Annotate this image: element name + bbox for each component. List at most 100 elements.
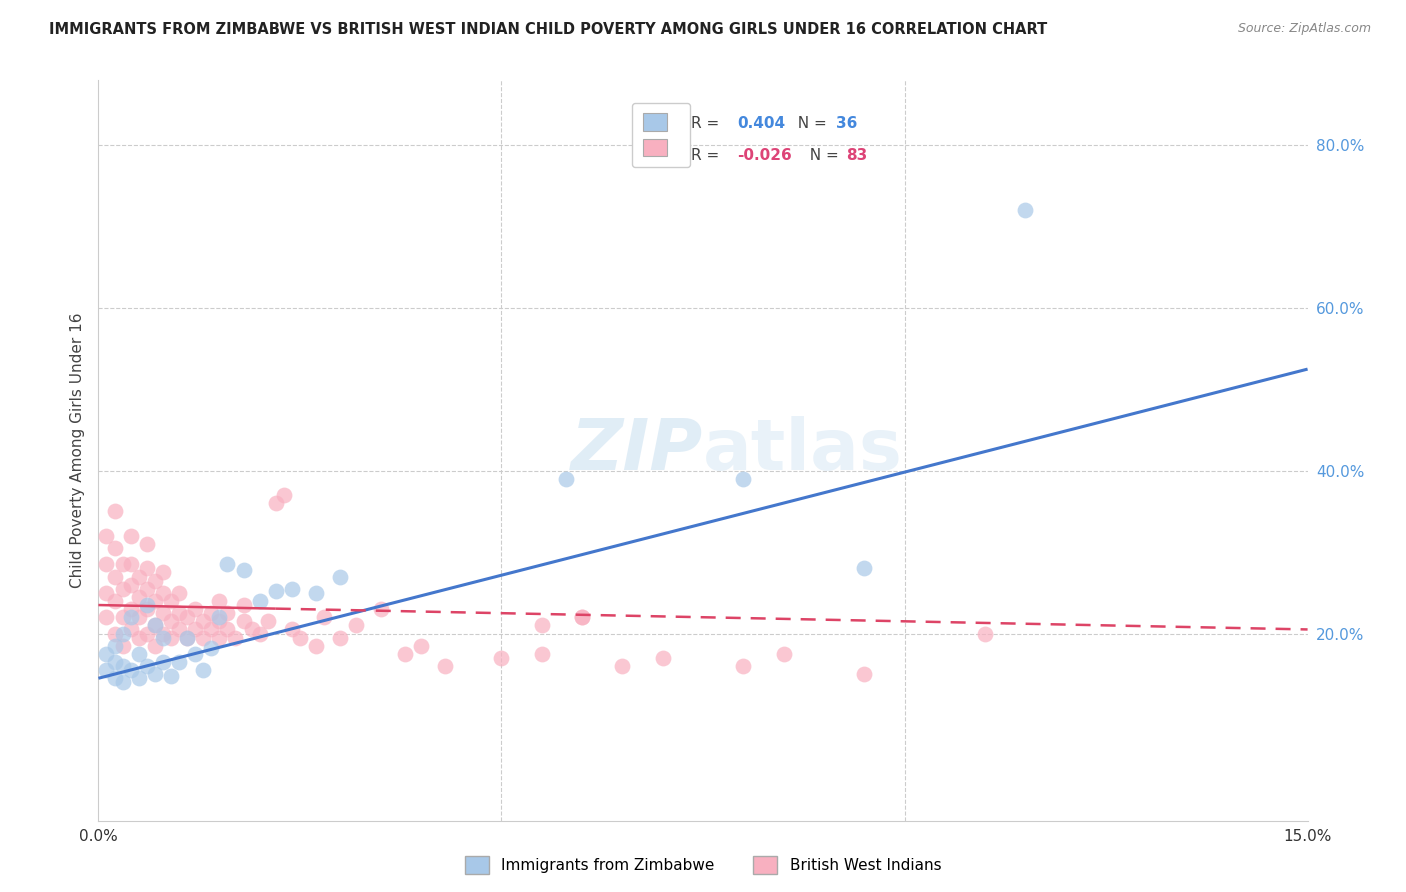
Point	[103, 594, 125, 608]
Point	[128, 631, 150, 645]
Point	[152, 655, 174, 669]
Point	[256, 615, 278, 629]
Point	[135, 561, 157, 575]
Text: N =: N =	[787, 116, 831, 131]
Point	[160, 615, 183, 629]
Point	[103, 541, 125, 555]
Point	[143, 639, 166, 653]
Point	[167, 606, 190, 620]
Point	[176, 631, 198, 645]
Point	[184, 623, 207, 637]
Point	[96, 529, 118, 543]
Point	[733, 472, 755, 486]
Point	[571, 610, 593, 624]
Point	[96, 647, 118, 661]
Point	[281, 623, 304, 637]
Point	[224, 631, 246, 645]
Text: R =: R =	[690, 116, 724, 131]
Point	[143, 667, 166, 681]
Point	[120, 602, 142, 616]
Point	[288, 631, 311, 645]
Point	[249, 594, 271, 608]
Point	[273, 488, 295, 502]
Point	[143, 574, 166, 588]
Point	[1014, 203, 1036, 218]
Point	[120, 610, 142, 624]
Point	[240, 623, 263, 637]
Point	[103, 671, 125, 685]
Point	[200, 606, 222, 620]
Point	[530, 647, 553, 661]
Point	[167, 586, 190, 600]
Point	[111, 610, 134, 624]
Point	[200, 623, 222, 637]
Point	[264, 496, 287, 510]
Point	[120, 558, 142, 572]
Point	[167, 655, 190, 669]
Point	[111, 675, 134, 690]
Point	[853, 561, 876, 575]
Text: -0.026: -0.026	[737, 148, 792, 163]
Point	[232, 563, 254, 577]
Point	[111, 659, 134, 673]
Point	[200, 641, 222, 656]
Point	[571, 610, 593, 624]
Point	[152, 631, 174, 645]
Point	[394, 647, 416, 661]
Point	[120, 529, 142, 543]
Point	[409, 639, 432, 653]
Point	[135, 537, 157, 551]
Point	[217, 623, 239, 637]
Point	[135, 626, 157, 640]
Point	[193, 615, 215, 629]
Legend: , : ,	[633, 103, 690, 167]
Point	[135, 582, 157, 596]
Point	[733, 659, 755, 673]
Point	[232, 615, 254, 629]
Point	[143, 618, 166, 632]
Point	[167, 623, 190, 637]
Text: R =: R =	[690, 148, 724, 163]
Text: ZIP: ZIP	[571, 416, 703, 485]
Point	[612, 659, 634, 673]
Point	[103, 569, 125, 583]
Text: 83: 83	[845, 148, 868, 163]
Point	[111, 558, 134, 572]
Point	[128, 647, 150, 661]
Point	[193, 631, 215, 645]
Point	[305, 639, 328, 653]
Point	[96, 558, 118, 572]
Point	[305, 586, 328, 600]
Point	[208, 615, 231, 629]
Point	[208, 594, 231, 608]
Point	[103, 504, 125, 518]
Point	[96, 663, 118, 677]
Point	[128, 671, 150, 685]
Point	[160, 594, 183, 608]
Text: Source: ZipAtlas.com: Source: ZipAtlas.com	[1237, 22, 1371, 36]
Point	[103, 626, 125, 640]
Point	[135, 598, 157, 612]
Point	[651, 651, 673, 665]
Point	[772, 647, 794, 661]
Point	[120, 623, 142, 637]
Point	[249, 626, 271, 640]
Point	[96, 610, 118, 624]
Point	[120, 663, 142, 677]
Point	[434, 659, 457, 673]
Point	[135, 659, 157, 673]
Point	[152, 566, 174, 580]
Point	[344, 618, 367, 632]
Point	[208, 610, 231, 624]
Legend: Immigrants from Zimbabwe, British West Indians: Immigrants from Zimbabwe, British West I…	[458, 850, 948, 880]
Point	[555, 472, 578, 486]
Y-axis label: Child Poverty Among Girls Under 16: Child Poverty Among Girls Under 16	[69, 313, 84, 588]
Point	[329, 569, 352, 583]
Point	[128, 590, 150, 604]
Point	[184, 602, 207, 616]
Point	[974, 626, 997, 640]
Point	[111, 582, 134, 596]
Point	[128, 610, 150, 624]
Text: atlas: atlas	[703, 416, 903, 485]
Point	[530, 618, 553, 632]
